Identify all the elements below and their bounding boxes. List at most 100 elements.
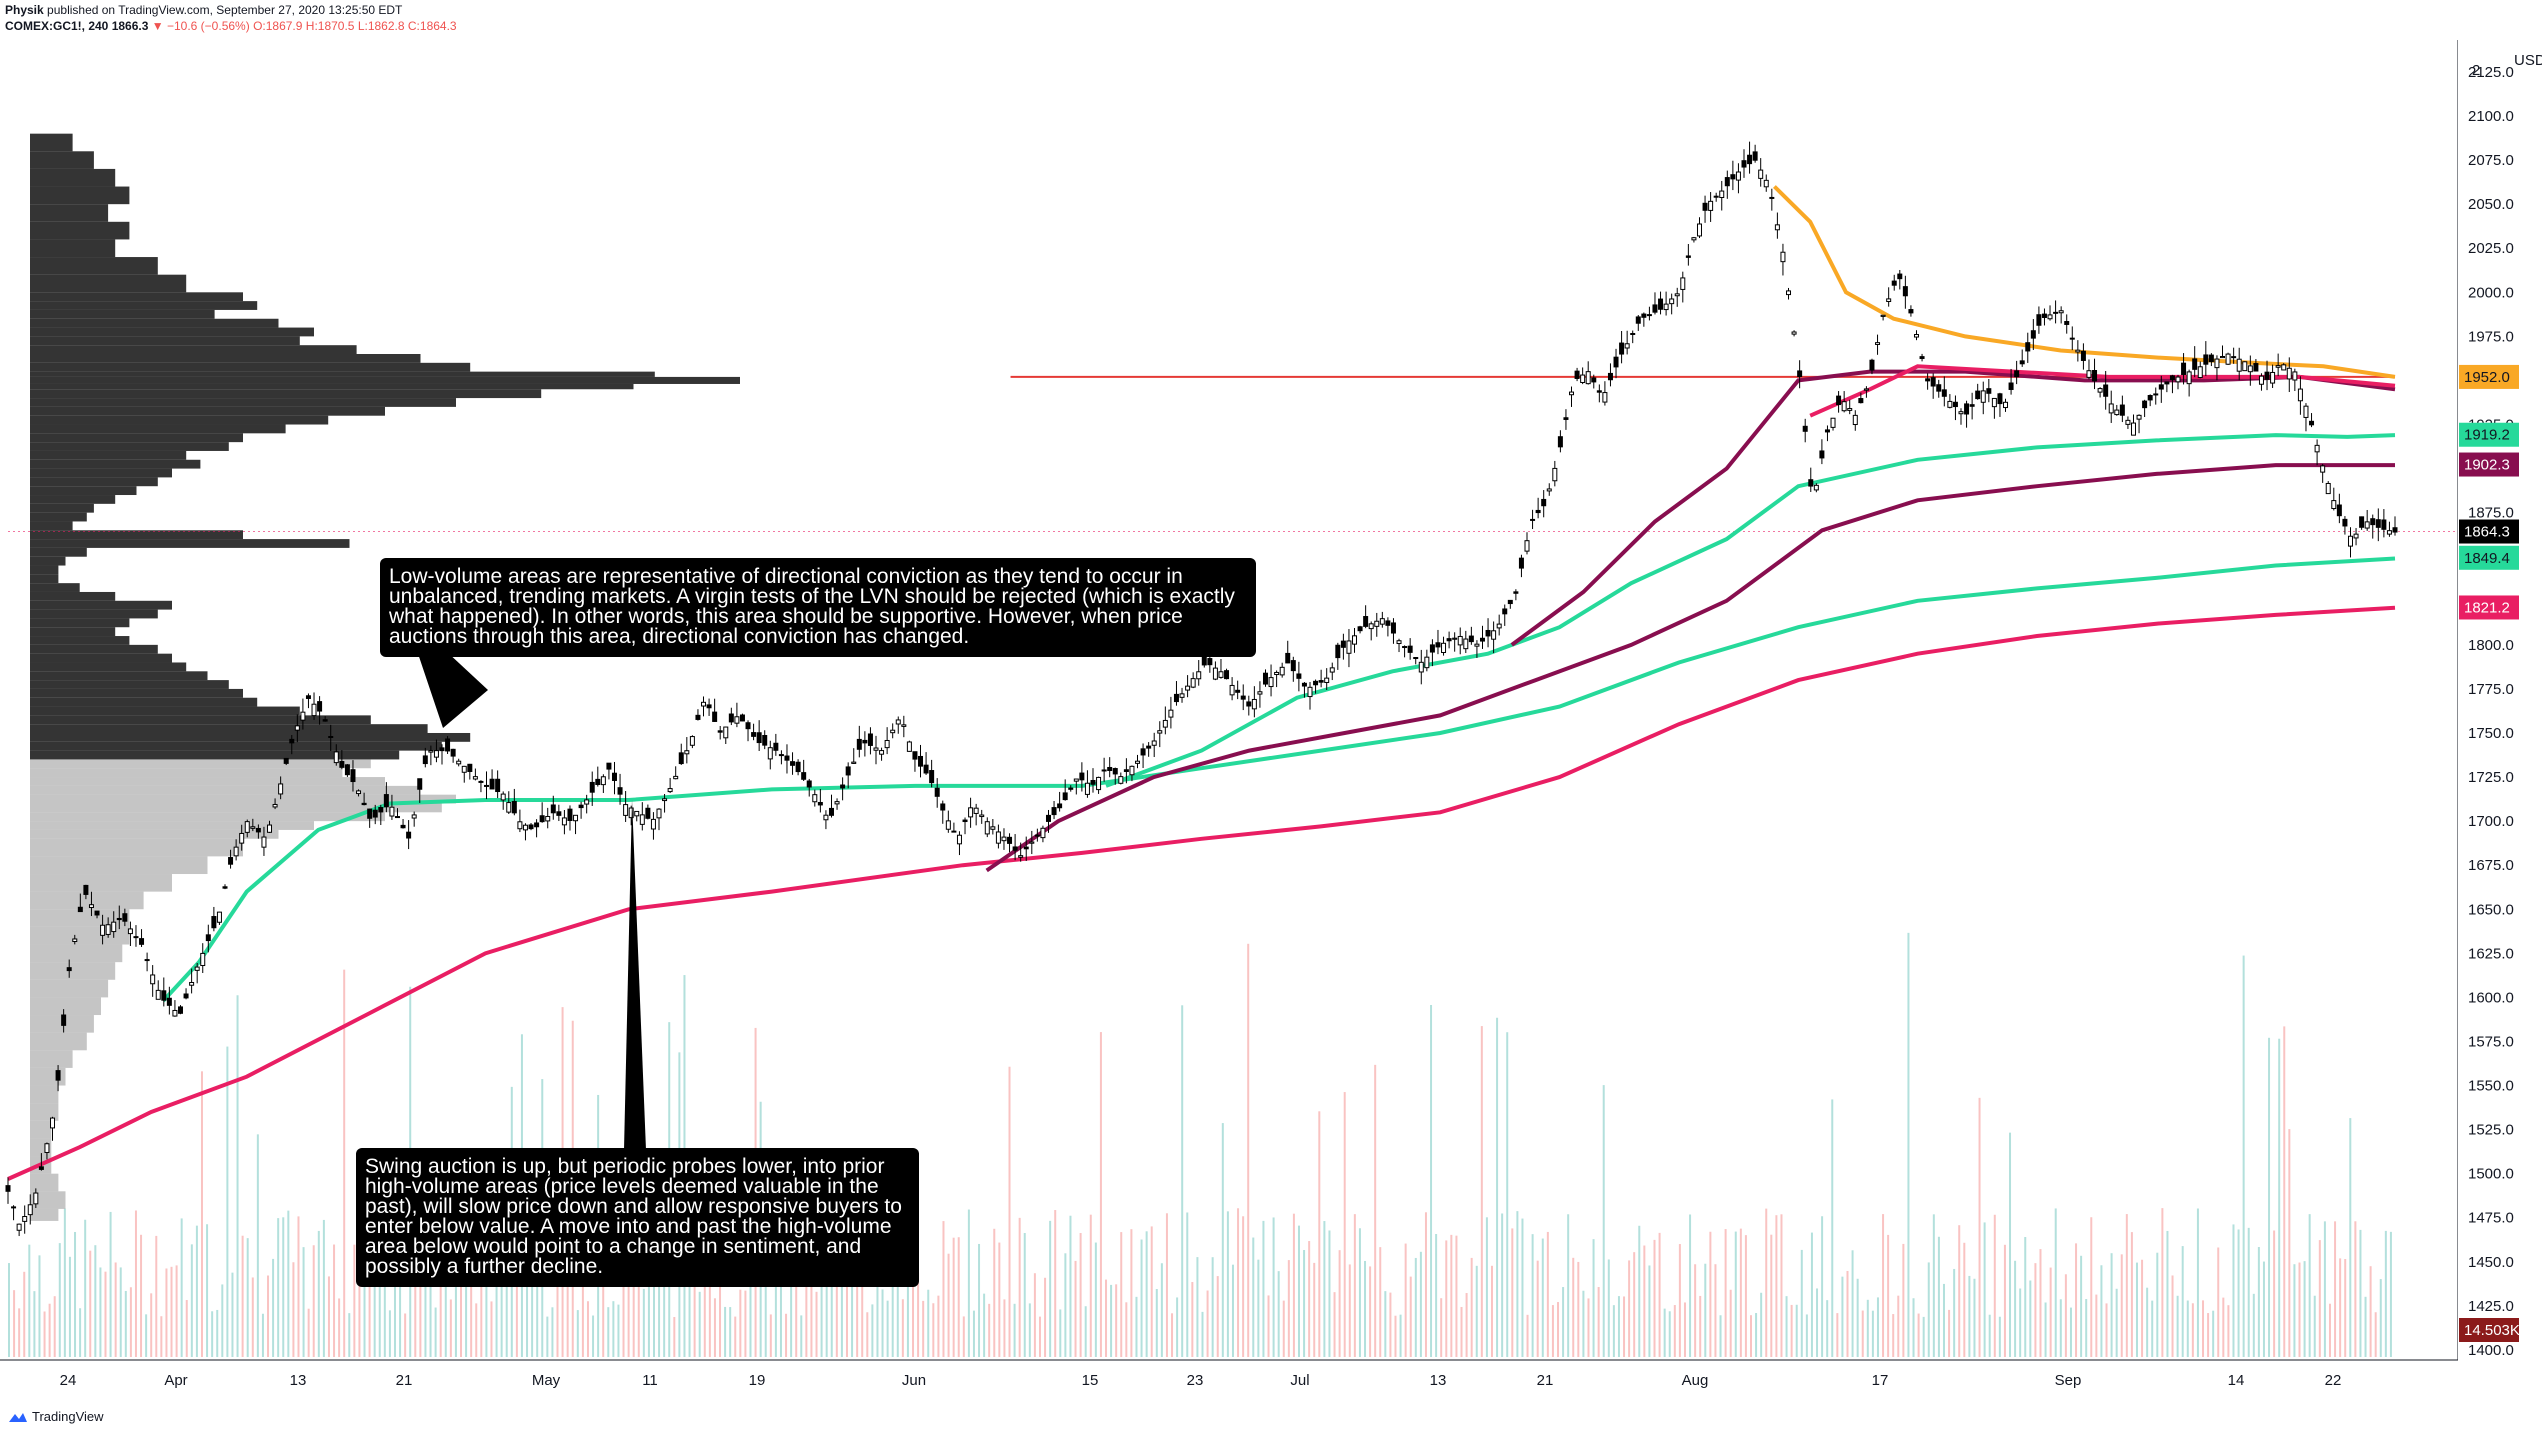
candle-body — [1502, 608, 1508, 615]
candle-body — [105, 924, 111, 935]
candle-body — [1301, 682, 1307, 687]
candle — [1435, 629, 1441, 655]
volume-bar — [586, 1301, 589, 1357]
candle-body — [461, 765, 467, 773]
candle-body — [350, 769, 356, 783]
volume-bar — [2344, 1259, 2347, 1357]
candle — [283, 757, 289, 766]
footer-brand[interactable]: TradingView — [8, 1409, 104, 1424]
candle-body — [1290, 660, 1296, 672]
candle-body — [1969, 404, 1975, 407]
candle-body — [2069, 337, 2075, 340]
candle-body — [1296, 673, 1302, 679]
x-tick-label: 21 — [1537, 1372, 1554, 1389]
candle-body — [1669, 298, 1675, 305]
volume-bar — [1404, 1243, 1407, 1357]
x-tick-label: 19 — [749, 1372, 766, 1389]
candle-body — [1441, 642, 1447, 653]
candle-body — [506, 802, 512, 813]
lvn-annotation[interactable]: Low-volume areas are representative of d… — [380, 558, 1256, 657]
candle — [1830, 417, 1836, 431]
volume-bar — [1948, 1309, 1951, 1357]
candle-body — [261, 836, 267, 848]
volume-bar — [1297, 1225, 1300, 1357]
candle-body — [1112, 768, 1118, 775]
volume-bar — [434, 1307, 437, 1357]
candle-body — [1096, 776, 1102, 791]
candle — [2253, 359, 2259, 372]
candle — [305, 693, 311, 709]
volume-profile-row — [30, 362, 471, 372]
volume-bar — [647, 1266, 650, 1357]
volume-bar — [2161, 1208, 2164, 1357]
candle-body — [923, 764, 929, 774]
candle — [723, 726, 729, 745]
candle-body — [951, 830, 957, 833]
volume-bar — [124, 1290, 127, 1357]
candle — [634, 810, 640, 822]
volume-profile-row — [30, 724, 428, 733]
volume-bar — [18, 1308, 21, 1357]
candle — [411, 811, 417, 827]
volume-bar — [500, 1221, 503, 1357]
candle — [317, 696, 323, 725]
candle-body — [111, 921, 117, 933]
candle-body — [1602, 392, 1608, 403]
volume-bar — [1851, 1250, 1854, 1357]
volume-profile-row — [30, 547, 87, 557]
volume-bar — [134, 1210, 137, 1357]
candle — [2186, 369, 2192, 397]
volume-profile-row — [30, 309, 215, 319]
volume-bar — [1414, 1257, 1417, 1357]
candle — [1669, 293, 1675, 315]
candle — [1724, 170, 1730, 199]
candle-body — [1769, 196, 1775, 199]
volume-profile-row — [30, 680, 229, 689]
candle-body — [150, 974, 156, 985]
candle — [127, 921, 133, 947]
candle-body — [22, 1216, 28, 1222]
volume-bar — [1191, 1282, 1194, 1357]
candle-body — [745, 722, 751, 730]
candle — [255, 824, 261, 839]
volume-bar — [1582, 1290, 1585, 1357]
candle — [1702, 195, 1708, 223]
candle-body — [639, 814, 645, 825]
candle — [66, 959, 72, 978]
candle-body — [773, 742, 779, 751]
volume-bar — [2227, 1305, 2230, 1357]
volume-bar — [1572, 1257, 1575, 1357]
volume-bar — [1993, 1214, 1996, 1357]
candle-body — [1852, 414, 1858, 426]
volume-profile-row — [30, 503, 94, 513]
candle-body — [1363, 616, 1369, 627]
candle — [205, 924, 211, 953]
candle-body — [851, 761, 857, 764]
candle — [1285, 640, 1291, 664]
volume-bar — [764, 1284, 767, 1357]
candle-body — [2008, 382, 2014, 390]
candle — [1780, 243, 1786, 276]
candle — [790, 752, 796, 775]
candle-body — [528, 824, 534, 830]
candle — [2359, 516, 2365, 530]
candle — [2231, 347, 2237, 364]
candle-body — [756, 732, 762, 744]
hva-annotation[interactable]: Swing auction is up, but periodic probes… — [356, 1148, 919, 1287]
candle — [745, 720, 751, 742]
candle — [1752, 144, 1758, 163]
candle — [428, 745, 434, 766]
candle-body — [906, 741, 912, 752]
volume-bar — [947, 1253, 950, 1357]
volume-profile-row — [30, 521, 73, 531]
candle-body — [1173, 693, 1179, 703]
candle — [1363, 605, 1369, 629]
candle-body — [2247, 365, 2253, 373]
volume-profile-row — [30, 539, 350, 548]
volume-bar — [1668, 1311, 1671, 1357]
volume-bar — [785, 1313, 788, 1357]
author-name[interactable]: Physik — [5, 3, 44, 17]
symbol-label[interactable]: COMEX:GC1!, 240 — [5, 19, 109, 33]
volume-bar — [1531, 1234, 1534, 1357]
volume-bar — [1292, 1213, 1295, 1357]
